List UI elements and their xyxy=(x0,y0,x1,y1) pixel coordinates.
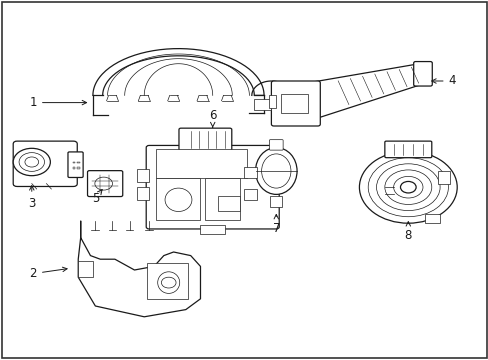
FancyBboxPatch shape xyxy=(179,128,231,151)
Bar xyxy=(77,167,80,169)
Ellipse shape xyxy=(261,154,290,188)
Bar xyxy=(268,95,276,108)
FancyBboxPatch shape xyxy=(68,152,83,177)
Bar xyxy=(78,261,93,277)
Text: 8: 8 xyxy=(404,222,411,242)
Bar xyxy=(77,162,80,163)
Text: 2: 2 xyxy=(29,267,67,280)
Circle shape xyxy=(400,181,415,193)
FancyBboxPatch shape xyxy=(271,81,320,126)
Bar xyxy=(437,171,449,184)
Text: 4: 4 xyxy=(431,75,455,87)
Text: 5: 5 xyxy=(91,190,102,204)
Circle shape xyxy=(359,151,456,223)
Bar xyxy=(217,196,239,211)
Ellipse shape xyxy=(157,272,179,293)
Bar xyxy=(137,169,149,182)
Bar xyxy=(205,178,239,220)
Bar xyxy=(244,189,256,200)
Text: 6: 6 xyxy=(208,109,216,127)
Polygon shape xyxy=(78,221,200,317)
Bar xyxy=(254,99,271,110)
Circle shape xyxy=(13,148,50,176)
Bar xyxy=(137,187,149,200)
FancyBboxPatch shape xyxy=(413,62,431,86)
FancyBboxPatch shape xyxy=(87,171,122,197)
Circle shape xyxy=(161,277,176,288)
Bar xyxy=(156,149,246,178)
Bar xyxy=(281,94,307,113)
FancyBboxPatch shape xyxy=(269,140,283,150)
Bar xyxy=(270,196,282,207)
Circle shape xyxy=(95,177,112,190)
Ellipse shape xyxy=(165,188,192,211)
FancyBboxPatch shape xyxy=(146,145,279,229)
Bar xyxy=(146,263,188,299)
Text: 3: 3 xyxy=(28,186,36,210)
FancyBboxPatch shape xyxy=(384,141,431,158)
Text: 1: 1 xyxy=(29,96,86,109)
Bar xyxy=(73,167,75,169)
Polygon shape xyxy=(93,49,264,95)
Ellipse shape xyxy=(255,148,297,194)
Bar xyxy=(200,225,224,234)
Bar xyxy=(244,167,256,178)
Bar xyxy=(156,178,200,220)
Polygon shape xyxy=(302,64,424,118)
Text: 7: 7 xyxy=(272,215,280,235)
Bar xyxy=(425,214,439,223)
Bar xyxy=(73,162,75,163)
FancyBboxPatch shape xyxy=(13,141,77,186)
